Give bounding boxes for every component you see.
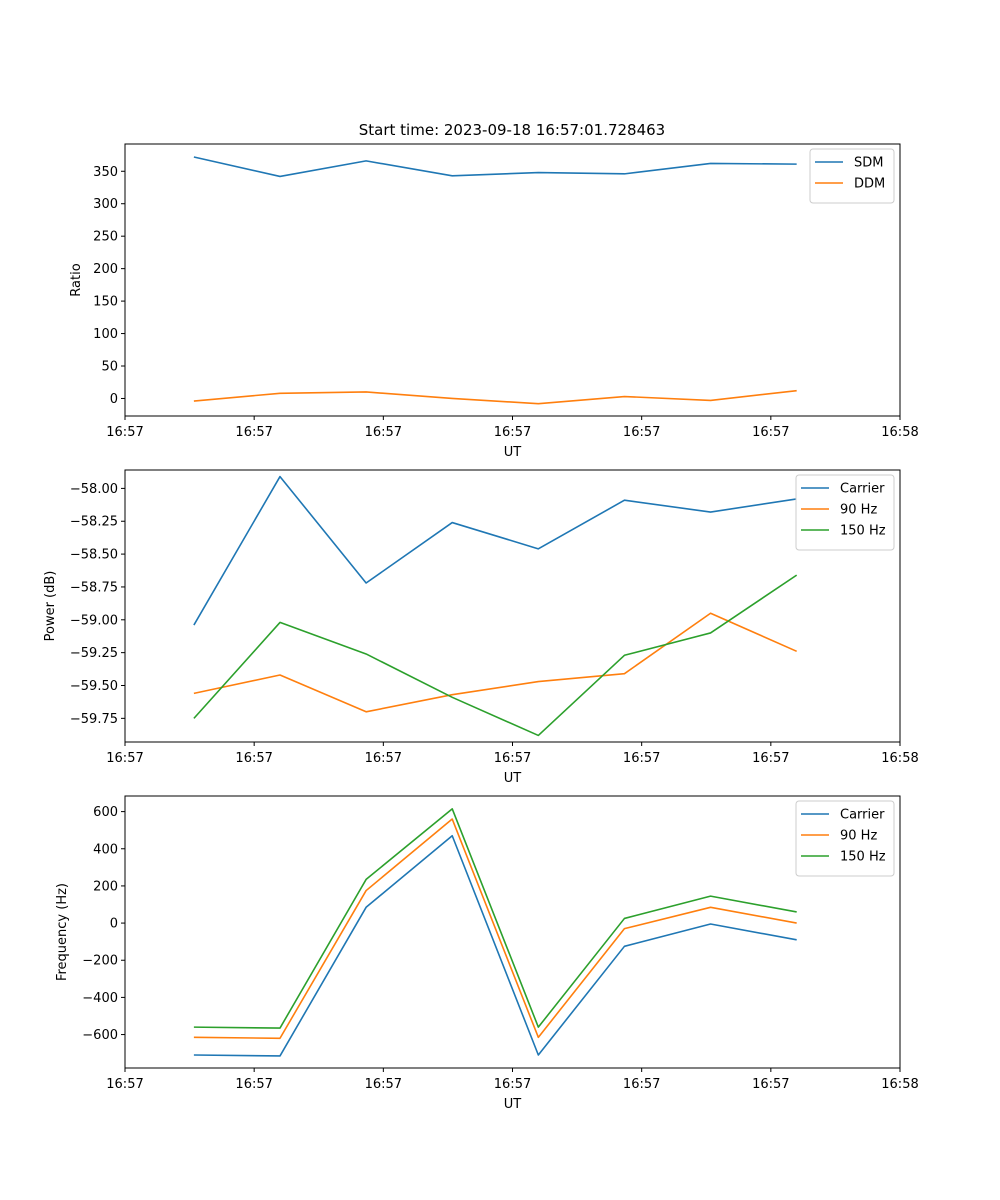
series-line-sdm xyxy=(193,156,797,178)
legend-label: Carrier xyxy=(840,482,885,497)
y-tick-label: 100 xyxy=(93,327,118,342)
legend-label: 150 Hz xyxy=(840,524,886,539)
axes-frame xyxy=(124,143,901,417)
x-tick-label: 16:57 xyxy=(365,1077,402,1092)
y-tick-label: 600 xyxy=(93,805,118,820)
y-tick-label: −58.00 xyxy=(70,482,118,497)
x-tick-label: 16:57 xyxy=(106,1077,143,1092)
axes-frame xyxy=(124,469,901,743)
y-tick-label: −59.25 xyxy=(70,646,118,661)
legend-box xyxy=(795,474,895,551)
y-axis-label: Frequency (Hz) xyxy=(55,883,70,981)
x-tick-label: 16:57 xyxy=(365,751,402,766)
x-tick-label: 16:57 xyxy=(752,425,789,440)
x-tick-label: 16:58 xyxy=(881,751,918,766)
x-tick-label: 16:57 xyxy=(752,751,789,766)
x-tick-label: 16:57 xyxy=(235,1077,272,1092)
x-tick-label: 16:57 xyxy=(235,751,272,766)
chart-panel-1: 16:57 16:57 16:57 16:57 16:57 16:57 16:58 0 50 10… xyxy=(69,143,919,460)
x-tick-label: 16:58 xyxy=(881,425,918,440)
x-tick-label: 16:57 xyxy=(752,1077,789,1092)
x-tick-label: 16:57 xyxy=(623,1077,660,1092)
x-tick-label: 16:58 xyxy=(881,1077,918,1092)
y-tick-label: 0 xyxy=(110,392,118,407)
legend-label: 90 Hz xyxy=(840,503,877,518)
legend: Carrier 90 Hz 150 Hz xyxy=(795,474,895,551)
y-tick-label: 0 xyxy=(110,917,118,932)
legend-box xyxy=(795,800,895,877)
legend-label: SDM xyxy=(854,156,883,171)
x-tick-label: 16:57 xyxy=(365,425,402,440)
y-tick-label: 200 xyxy=(93,262,118,277)
legend-label: Carrier xyxy=(840,808,885,823)
chart-panel-3: 16:57 16:57 16:57 16:57 16:57 16:57 16:58 −600 −… xyxy=(55,795,919,1112)
axes-frame xyxy=(124,795,901,1069)
y-tick-label: 250 xyxy=(93,230,118,245)
y-tick-label: −400 xyxy=(82,991,118,1006)
y-tick-label: 50 xyxy=(101,360,118,375)
y-tick-label: 350 xyxy=(93,165,118,180)
series-line-90-hz xyxy=(193,612,797,713)
chart-panel-2: 16:57 16:57 16:57 16:57 16:57 16:57 16:58 −59.7… xyxy=(43,469,919,786)
x-tick-label: 16:57 xyxy=(106,425,143,440)
x-tick-label: 16:57 xyxy=(623,751,660,766)
series-line-ddm xyxy=(193,389,797,405)
legend: Carrier 90 Hz 150 Hz xyxy=(795,800,895,877)
y-tick-label: 150 xyxy=(93,295,118,310)
x-tick-label: 16:57 xyxy=(494,1077,531,1092)
panels: 16:57 16:57 16:57 16:57 16:57 16:57 16:58 0 50 10… xyxy=(43,143,919,1112)
series-line-90-hz xyxy=(193,818,797,1040)
y-axis-label: Ratio xyxy=(69,263,84,296)
y-tick-label: −58.50 xyxy=(70,548,118,563)
legend-label: DDM xyxy=(854,177,885,192)
legend-label: 150 Hz xyxy=(840,850,886,865)
x-tick-label: 16:57 xyxy=(623,425,660,440)
legend-label: 90 Hz xyxy=(840,829,877,844)
y-tick-label: −58.25 xyxy=(70,515,118,530)
x-tick-label: 16:57 xyxy=(235,425,272,440)
y-tick-label: 300 xyxy=(93,197,118,212)
y-tick-label: −200 xyxy=(82,954,118,969)
series-line-150-hz xyxy=(193,574,798,737)
figure-title: Start time: 2023-09-18 16:57:01.728463 xyxy=(359,121,665,139)
y-axis-label: Power (dB) xyxy=(43,571,58,642)
x-tick-label: 16:57 xyxy=(494,751,531,766)
y-tick-label: −59.50 xyxy=(70,679,118,694)
y-tick-label: −600 xyxy=(82,1028,118,1043)
x-axis-label: UT xyxy=(504,445,522,460)
series-line-carrier xyxy=(193,475,797,626)
y-tick-label: 400 xyxy=(93,842,118,857)
y-tick-label: −59.75 xyxy=(70,712,118,727)
x-tick-label: 16:57 xyxy=(494,425,531,440)
y-tick-label: −59.00 xyxy=(70,613,118,628)
x-axis-label: UT xyxy=(504,771,522,786)
x-tick-label: 16:57 xyxy=(106,751,143,766)
legend: SDM DDM xyxy=(809,148,895,204)
y-tick-label: −58.75 xyxy=(70,580,118,595)
series-line-150-hz xyxy=(193,808,797,1029)
y-tick-label: 200 xyxy=(93,879,118,894)
x-axis-label: UT xyxy=(504,1097,522,1112)
series-line-carrier xyxy=(193,834,797,1057)
